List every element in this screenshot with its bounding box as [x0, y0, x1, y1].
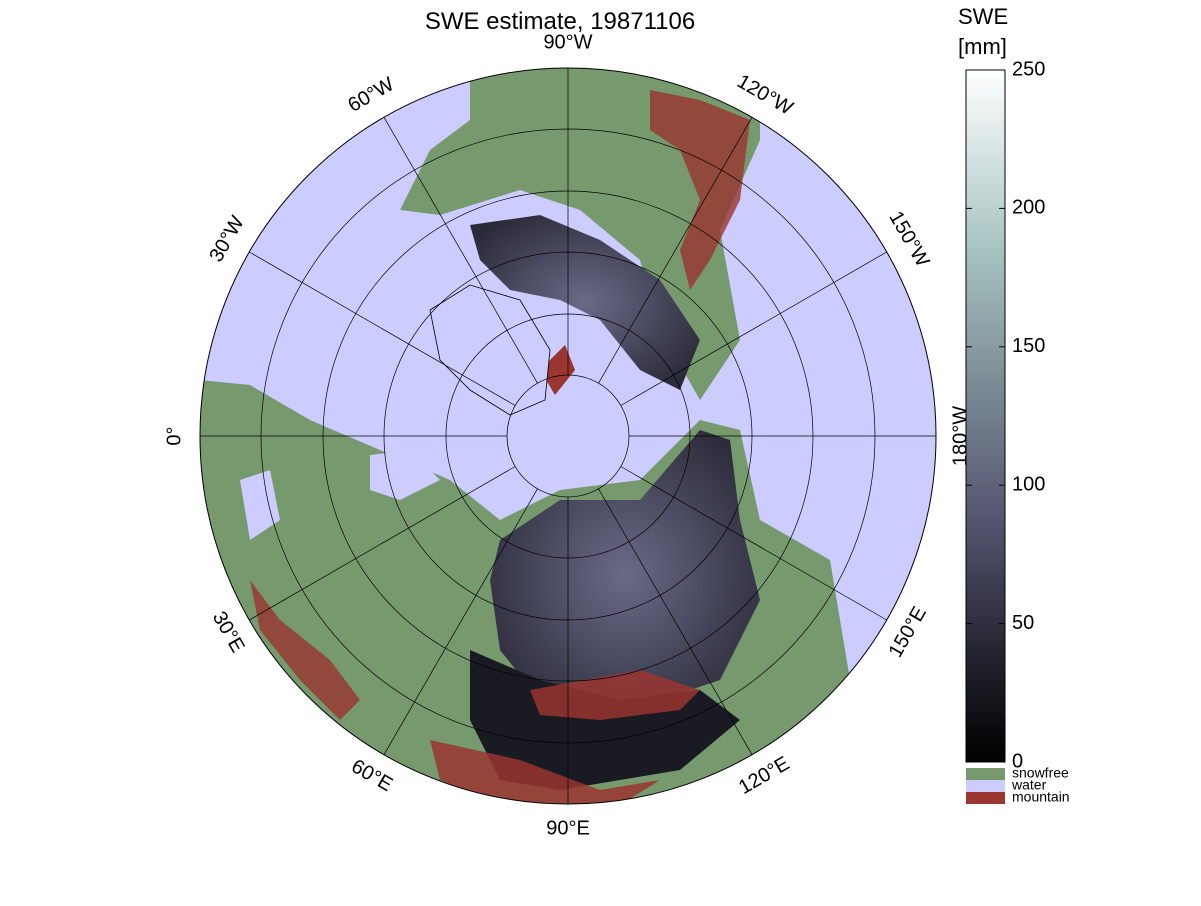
colorbar-tick-label: 100	[1012, 473, 1045, 495]
meridian	[383, 488, 538, 755]
meridian	[620, 466, 887, 621]
snow-cover	[470, 215, 700, 390]
mountain	[250, 580, 360, 720]
snow-cover	[490, 430, 760, 720]
colorbar-label: [mm]	[958, 34, 1007, 59]
legend-swatch	[966, 768, 1005, 780]
graticule	[200, 68, 936, 804]
colorbar-tick-label: 50	[1012, 612, 1034, 634]
snow-cover	[470, 650, 740, 790]
colorbar-tick-label: 250	[1012, 58, 1045, 80]
meridian	[620, 251, 887, 406]
water	[370, 450, 440, 500]
map-surface	[200, 68, 936, 804]
map-title: SWE estimate, 19871106	[425, 8, 695, 35]
legend-swatch	[966, 780, 1005, 792]
colorbar-label: SWE	[958, 4, 1008, 29]
colorbar-tick-label: 0	[1012, 750, 1023, 772]
mountain	[540, 345, 575, 395]
mountain	[650, 90, 750, 290]
mountain	[530, 670, 700, 720]
longitude-label: 60°W	[344, 73, 398, 117]
meridian	[598, 117, 753, 384]
longitude-label: 30°E	[208, 608, 249, 657]
colorbar-tick-label: 200	[1012, 197, 1045, 219]
water	[240, 470, 280, 540]
mountain	[430, 740, 660, 804]
meridian	[598, 488, 753, 755]
meridian	[249, 251, 516, 406]
colorbar-ticks: 0 50 100 150 200 250	[966, 58, 1045, 772]
meridian	[249, 466, 516, 621]
legend-swatch	[966, 792, 1005, 804]
longitude-label: 30°W	[205, 212, 249, 266]
longitude-label: 90°W	[543, 31, 592, 53]
longitude-label: 90°E	[546, 817, 590, 839]
longitude-label: 60°E	[347, 755, 396, 796]
meridian	[383, 117, 538, 384]
colorbar	[965, 69, 1006, 763]
legend-label: water	[1011, 777, 1047, 793]
legend-label: mountain	[1012, 789, 1070, 805]
legend-label: snowfree	[1012, 765, 1069, 781]
longitude-label: 0°	[163, 426, 185, 445]
colorbar-tick-label: 150	[1012, 335, 1045, 357]
ice-sheet	[429, 284, 551, 416]
